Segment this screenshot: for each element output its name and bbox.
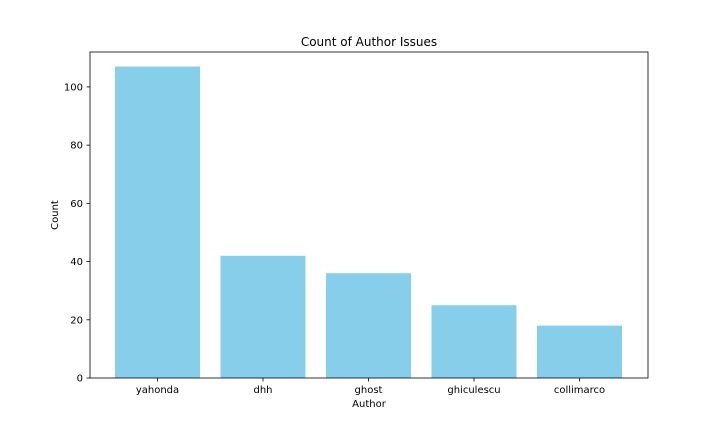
y-tick-label: 0 (77, 374, 83, 385)
bar-ghiculescu (431, 305, 517, 378)
y-axis-ticks: 0 20 40 60 80 100 (64, 82, 90, 385)
y-tick-label: 40 (70, 257, 83, 268)
x-tick-label: ghost (355, 385, 383, 396)
bar-dhh (220, 255, 306, 378)
y-axis-label: Count (50, 200, 61, 230)
y-tick-label: 100 (64, 82, 83, 93)
x-tick-label: yahonda (136, 385, 179, 396)
y-tick-label: 60 (70, 199, 83, 210)
plot-area-frame (89, 51, 649, 379)
x-tick-label: ghiculescu (447, 385, 500, 396)
chart-title: Count of Author Issues (301, 35, 437, 49)
y-tick-label: 20 (70, 315, 83, 326)
bar-collimarco (537, 325, 622, 378)
x-axis-label: Author (352, 399, 387, 410)
bar-yahonda (115, 66, 200, 379)
x-tick-label: dhh (253, 385, 272, 396)
y-tick-label: 80 (70, 141, 83, 152)
x-axis-ticks: yahonda dhh ghost ghiculescu collimarco (136, 378, 605, 396)
bars-group (115, 66, 622, 379)
x-tick-label: collimarco (554, 385, 605, 396)
bar-ghost (326, 273, 411, 378)
